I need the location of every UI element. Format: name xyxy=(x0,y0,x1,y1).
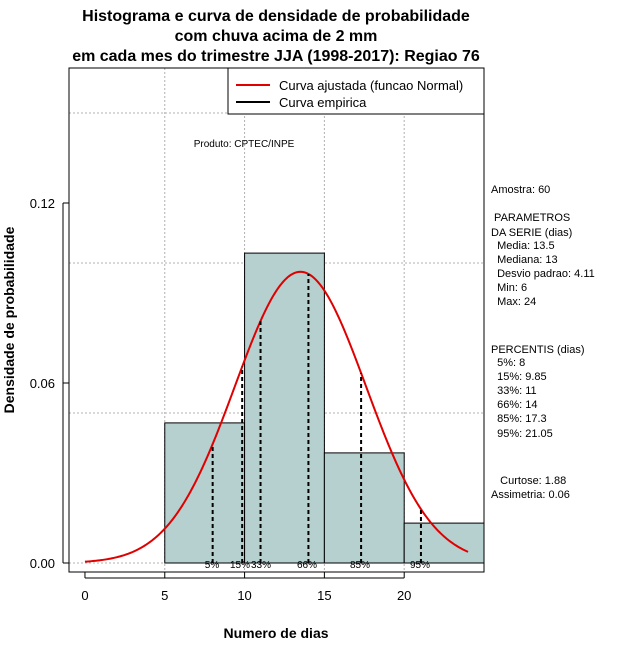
stats-line: PARAMETROS xyxy=(491,212,570,224)
percentile-label: 33% xyxy=(251,560,271,571)
stats-line: DA SERIE (dias) xyxy=(491,227,572,239)
stats-line: Amostra: 60 xyxy=(491,184,550,196)
percentile-label: 85% xyxy=(350,560,370,571)
y-tick-label: 0.00 xyxy=(30,556,55,571)
x-tick-label: 5 xyxy=(161,588,168,603)
legend-label: Curva empirica xyxy=(279,95,367,110)
stats-line: PERCENTIS (dias) xyxy=(491,344,585,356)
histogram-bar xyxy=(403,522,485,564)
stats-line: Assimetria: 0.06 xyxy=(491,489,570,501)
title-line: Histograma e curva de densidade de proba… xyxy=(82,8,470,25)
y-tick-label: 0.06 xyxy=(30,376,55,391)
stats-line: Curtose: 1.88 xyxy=(491,475,566,487)
histogram-bar xyxy=(244,252,325,564)
y-axis-title: Densidade de probabilidade xyxy=(1,226,17,413)
stats-line: 85%: 17.3 xyxy=(491,413,547,425)
percentile-lines: 5% 15% 33% 66% 85% 95% xyxy=(205,273,430,571)
y-tick-label: 0.12 xyxy=(30,196,55,211)
stats-line: 15%: 9.85 xyxy=(491,371,547,383)
stats-line: 66%: 14 xyxy=(491,399,537,411)
legend-box xyxy=(227,67,485,115)
stats-line: 5%: 8 xyxy=(491,357,525,369)
stats-panel: Amostra: 60 PARAMETROS DA SERIE (dias) Me… xyxy=(491,184,595,501)
x-tick-label: 0 xyxy=(81,588,88,603)
stats-line: 95%: 21.05 xyxy=(491,428,553,440)
stats-line: Desvio padrao: 4.11 xyxy=(491,268,595,280)
x-axis-title: Numero de dias xyxy=(223,625,328,641)
stats-line: 33%: 11 xyxy=(491,385,537,397)
title-line: em cada mes do trimestre JJA (1998-2017)… xyxy=(72,48,480,65)
stats-line: Media: 13.5 xyxy=(491,240,555,252)
normal-curve xyxy=(84,270,469,563)
histogram-bar xyxy=(323,452,405,564)
normal-curve-line xyxy=(84,270,469,563)
legend: Curva ajustada (funcao Normal) Curva empi… xyxy=(227,67,485,115)
x-tick-label: 10 xyxy=(237,588,251,603)
percentile-label: 5% xyxy=(205,560,220,571)
percentile-label: 95% xyxy=(410,560,430,571)
stats-line: Max: 24 xyxy=(491,296,536,308)
title-line: com chuva acima de 2 mm xyxy=(175,28,378,45)
product-label: Produto: CPTEC/INPE xyxy=(194,139,295,150)
histogram-bar xyxy=(164,422,246,564)
chart-title: Histograma e curva de densidade de proba… xyxy=(72,8,480,65)
histogram-bars xyxy=(164,252,485,564)
x-tick-label: 15 xyxy=(317,588,331,603)
x-tick-label: 20 xyxy=(397,588,411,603)
percentile-label: 66% xyxy=(297,560,317,571)
percentile-label: 15% xyxy=(230,560,250,571)
stats-line: Min: 6 xyxy=(491,282,527,294)
legend-label: Curva ajustada (funcao Normal) xyxy=(279,78,463,93)
stats-line: Mediana: 13 xyxy=(491,254,558,266)
